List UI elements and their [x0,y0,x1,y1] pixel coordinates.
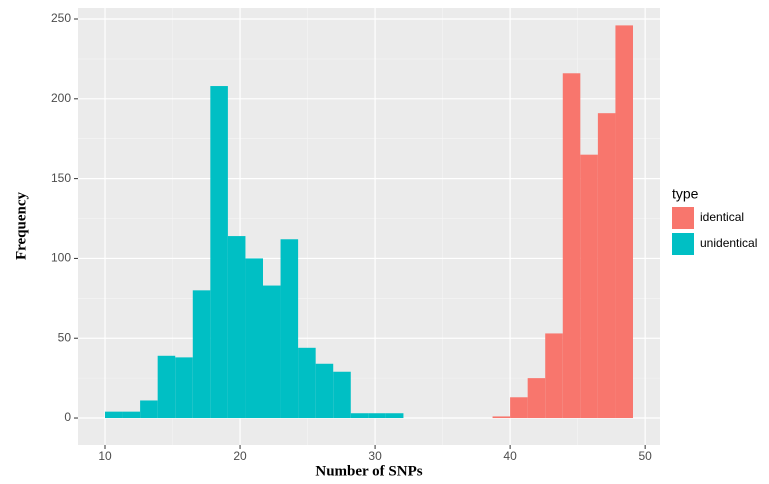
histogram-bar [385,413,404,419]
histogram-bar [368,413,386,419]
x-tick-label: 50 [638,449,652,463]
histogram-bar [298,347,316,419]
histogram-bar [510,397,528,419]
histogram-bar [105,411,123,419]
legend-key [672,207,694,229]
x-tick-label: 30 [368,449,382,463]
histogram-bar [140,400,158,419]
x-tick-label: 10 [98,449,112,463]
legend-label: identical [700,210,744,224]
histogram-bar [262,285,281,419]
histogram-bar [492,416,511,419]
x-tick-label: 40 [503,449,517,463]
histogram-bar [580,154,598,419]
legend-key [672,233,694,255]
y-tick-label: 200 [51,91,71,105]
y-tick-label: 150 [51,171,71,185]
histogram-bar [545,333,563,419]
x-tick-label: 20 [233,449,247,463]
histogram-bar [175,357,193,419]
y-tick-label: 100 [51,251,71,265]
histogram-bar [210,86,228,419]
histogram-bar [597,113,616,419]
histogram-bar [615,25,633,419]
histogram-bar [227,236,246,419]
histogram-bar [245,258,263,419]
x-axis-title: Number of SNPs [315,463,422,479]
histogram-bar [350,413,369,419]
y-tick-label: 250 [51,11,71,25]
histogram-bar [333,371,351,419]
histogram-bar [157,355,176,419]
histogram-bar [280,239,299,419]
histogram-bar [122,411,141,419]
histogram-bar [192,290,211,419]
histogram-bar [527,378,546,419]
histogram-bar [562,73,581,419]
y-tick-label: 0 [64,410,71,424]
y-axis-title: Frequency [13,191,29,260]
y-tick-label: 50 [58,330,72,344]
histogram-bar [315,363,334,419]
legend-title: type [672,186,699,202]
legend-label: unidentical [700,236,757,250]
